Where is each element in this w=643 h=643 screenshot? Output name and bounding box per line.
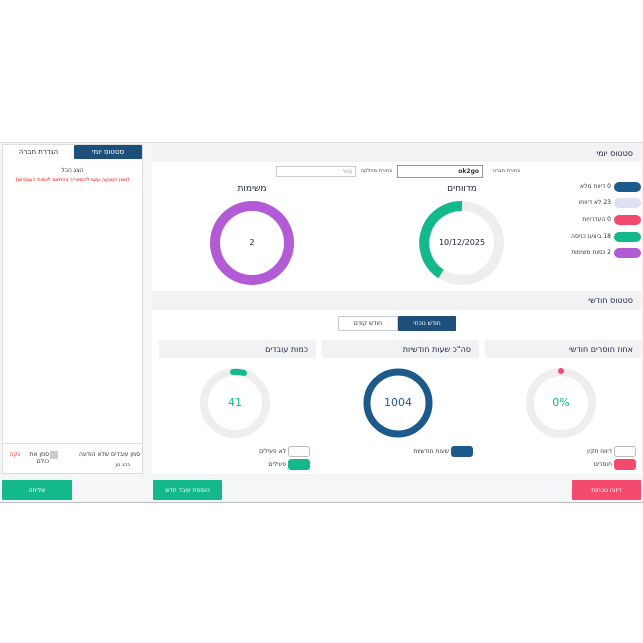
toggle-label: דיווח תקין xyxy=(587,448,612,455)
toggle[interactable] xyxy=(614,446,636,457)
toggle[interactable] xyxy=(614,459,636,470)
card-header: כמות עובדים xyxy=(159,340,316,358)
legend-swatch xyxy=(614,248,641,258)
donut-dot xyxy=(558,368,564,374)
company-input[interactable]: ok2go xyxy=(397,165,483,178)
legend-swatch xyxy=(614,182,641,192)
section-header: סטטוס חודשי xyxy=(152,291,641,310)
donut-arc xyxy=(419,200,463,279)
toggle[interactable] xyxy=(288,446,310,457)
select-unreported[interactable]: סמן עובדים שלא הודעה xyxy=(79,451,140,458)
send-button[interactable]: שליחה xyxy=(2,480,72,500)
tab[interactable]: חודש נוכחי xyxy=(398,316,456,331)
tab[interactable]: סטטוס יומי xyxy=(74,145,142,159)
card-value: 0% xyxy=(552,396,570,409)
show-all[interactable]: הצג הכל xyxy=(61,167,84,174)
toggle[interactable] xyxy=(451,446,473,457)
add-employee-button[interactable]: הוספת עובד חדש xyxy=(153,480,222,500)
department-select[interactable]: הכל xyxy=(276,166,356,177)
employee[interactable]: כהנ נון xyxy=(115,462,130,468)
legend-item: 2 כמות משימות xyxy=(571,249,611,256)
card-header: אחוז חוסרים חודשי xyxy=(485,340,641,358)
legend-swatch xyxy=(614,198,641,208)
divider xyxy=(3,443,142,444)
tab[interactable]: חודש קודם xyxy=(338,316,398,331)
toggle-label: חוסרים xyxy=(593,461,612,468)
legend-item: 0 העדרויות xyxy=(582,216,611,223)
toggle[interactable] xyxy=(288,459,310,470)
card-value: 41 xyxy=(228,396,242,409)
tab[interactable]: הגדרת חברה xyxy=(18,148,59,156)
legend-swatch xyxy=(614,232,641,242)
note: (סמן הטבעה עשוי להתאריך בהתאם לכמות העוב… xyxy=(15,177,130,183)
donut-title: משימות xyxy=(237,184,267,194)
toggle-label: פעילים xyxy=(268,461,286,468)
toggle-label: לא פעילים xyxy=(259,448,286,455)
toggle-label: שעות חודשיות xyxy=(413,448,450,455)
donut-arc xyxy=(230,368,247,376)
select-all[interactable]: סמן את כולם xyxy=(29,451,49,465)
legend-swatch xyxy=(614,215,641,225)
donut-center: 10/12/2025 xyxy=(438,238,486,247)
field-label: בחירת חברה xyxy=(492,168,520,174)
section-header: סטטוס יומי xyxy=(152,144,641,162)
attendance-button[interactable]: דיווח נוכחות xyxy=(572,480,641,500)
clear[interactable]: נקה xyxy=(9,451,20,458)
donut-arc xyxy=(210,201,294,285)
field-label: בחירת מחלקה xyxy=(360,168,392,174)
legend-item: 18 ביצעו כניסה xyxy=(571,233,611,240)
legend-item: 23 לא דיווחו xyxy=(578,199,611,206)
donut-title: מדווחים xyxy=(447,184,477,194)
legend-item: 0 דיווח מלא xyxy=(580,183,611,190)
donut-center: 2 xyxy=(249,238,255,247)
card-header: סה"כ שעות חודשיות xyxy=(322,340,479,358)
left-panel xyxy=(2,144,143,474)
checkbox[interactable] xyxy=(50,451,58,459)
donut-arc xyxy=(363,368,433,438)
card-value: 1004 xyxy=(384,396,412,409)
